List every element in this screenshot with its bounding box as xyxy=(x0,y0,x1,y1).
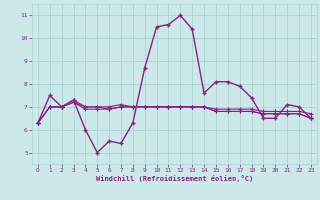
X-axis label: Windchill (Refroidissement éolien,°C): Windchill (Refroidissement éolien,°C) xyxy=(96,175,253,182)
